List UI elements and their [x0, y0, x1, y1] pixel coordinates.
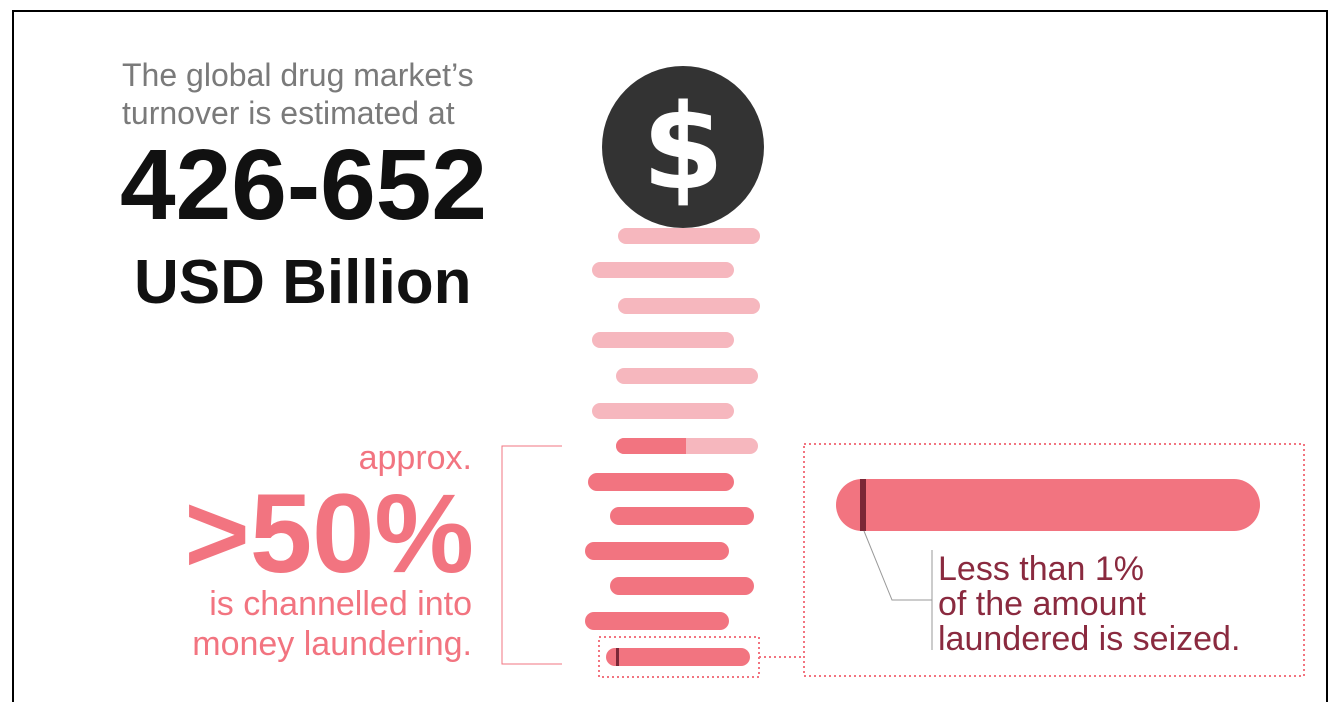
pale-bar-2	[592, 262, 734, 278]
laundering-percent: >50%	[184, 471, 474, 596]
zoomed-bar-seized-marker	[860, 479, 866, 531]
seized-callout-line	[863, 530, 932, 601]
seized-line-3: laundered is seized.	[938, 620, 1241, 658]
seized-line-2: of the amount	[938, 585, 1146, 623]
laundering-bracket	[501, 445, 562, 665]
pale-bar-1	[618, 228, 760, 244]
laundering-caption: is channelled into money laundering.	[192, 584, 472, 664]
laundering-caption-line-2: money laundering.	[192, 625, 472, 663]
zoom-box-frame	[803, 443, 1305, 677]
approx-label: approx.	[358, 439, 472, 477]
intro-line-2: turnover is estimated at	[122, 95, 455, 131]
pale-bar-3	[618, 298, 760, 314]
turnover-unit: USD Billion	[134, 248, 472, 317]
small-bar	[606, 648, 750, 666]
coral-bar-5	[585, 612, 729, 630]
turnover-range: 426-652	[120, 129, 487, 241]
seized-caption: Less than 1% of the amount laundered is …	[938, 552, 1240, 657]
pale-bar-5	[616, 368, 758, 384]
laundering-caption-line-1: is channelled into	[209, 585, 472, 623]
coral-bar-2	[610, 507, 754, 525]
coral-bar-3	[585, 542, 729, 560]
small-bar-seized-marker	[616, 648, 619, 666]
coral-bar-1	[588, 473, 734, 491]
pale-bar-4	[592, 332, 734, 348]
dollar-sign: $	[641, 78, 725, 216]
intro-text: The global drug market’s turnover is est…	[122, 56, 474, 132]
zoomed-bar	[836, 479, 1260, 531]
intro-line-1: The global drug market’s	[122, 57, 474, 93]
seized-line-1: Less than 1%	[938, 550, 1145, 588]
coral-bar-4	[610, 577, 754, 595]
split-bar-coral	[616, 438, 686, 454]
dollar-coin-icon: $	[602, 66, 764, 228]
pale-bar-6	[592, 403, 734, 419]
